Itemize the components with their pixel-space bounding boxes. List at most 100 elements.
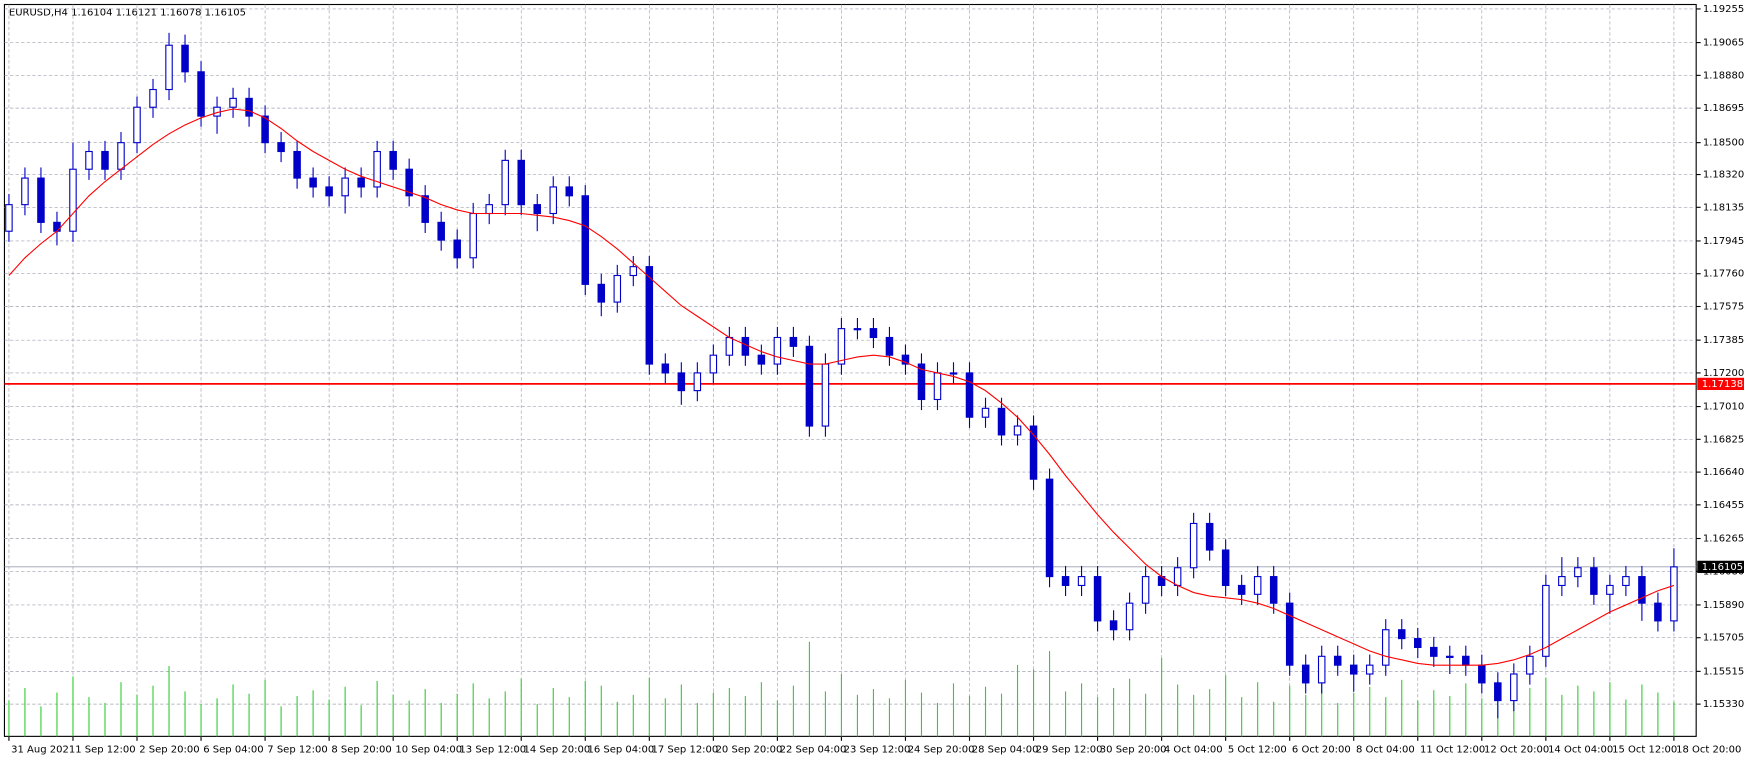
candle-body: [1285, 602, 1294, 666]
x-tick-label: 2 Sep 20:00: [139, 745, 199, 756]
x-tick-label: 13 Sep 12:00: [459, 745, 526, 756]
y-tick-label: 1.15705: [1703, 633, 1744, 644]
candle-body: [1013, 425, 1022, 436]
x-tick-label: 11 Oct 12:00: [1420, 745, 1485, 756]
candle-body: [21, 177, 29, 206]
candle-body: [1141, 576, 1150, 604]
candle-body: [1414, 638, 1422, 649]
candle-body: [453, 239, 461, 259]
candle-body: [997, 407, 1006, 436]
y-tick-label: 1.16640: [1703, 467, 1744, 478]
candle-body: [1237, 584, 1246, 595]
x-tick-label: 10 Sep 04:00: [395, 745, 462, 756]
chart-title: EURUSD,H4 1.16104 1.16121 1.16078 1.1610…: [9, 7, 246, 18]
candle-body: [197, 71, 205, 117]
candle-body: [1029, 425, 1038, 480]
candle-body: [1221, 549, 1230, 587]
candle-body: [741, 336, 750, 356]
candle-body: [181, 44, 189, 73]
y-tick-label: 1.17760: [1703, 269, 1744, 280]
candle-body: [533, 204, 542, 215]
x-tick-label: 14 Oct 04:00: [1548, 745, 1613, 756]
candle-body: [1638, 576, 1646, 604]
y-tick-label: 1.17945: [1703, 236, 1744, 247]
y-tick-label: 1.18320: [1703, 170, 1744, 181]
candle-body: [581, 195, 590, 285]
candle-body: [1590, 567, 1598, 595]
candle-body: [389, 150, 397, 170]
x-tick-label: 12 Oct 20:00: [1484, 745, 1549, 756]
candle-body: [677, 372, 686, 392]
y-tick-label: 1.17385: [1703, 335, 1744, 346]
candle-body: [1333, 655, 1342, 666]
y-tick-label: 1.18135: [1703, 202, 1744, 213]
y-tick-label: 1.16825: [1703, 434, 1744, 445]
candle-body: [837, 328, 846, 365]
candle-body: [629, 266, 638, 277]
candle-body: [789, 336, 798, 347]
y-tick-label: 1.15515: [1703, 666, 1744, 677]
candle-body: [229, 97, 237, 108]
candle-body: [517, 159, 525, 206]
candle-body: [277, 142, 285, 153]
x-tick-label: 6 Sep 04:00: [203, 745, 263, 756]
y-tick-label: 1.17010: [1703, 402, 1744, 413]
candle-body: [885, 336, 894, 356]
candle-body: [1365, 664, 1374, 675]
candle-body: [821, 363, 830, 427]
y-tick-label: 1.16455: [1703, 500, 1744, 511]
candle-body: [597, 283, 606, 303]
candle-body: [501, 159, 509, 206]
candle-body: [1574, 567, 1582, 578]
candle-body: [1093, 576, 1102, 622]
candle-body: [1526, 655, 1534, 675]
candle-body: [693, 372, 702, 392]
candle-body: [1253, 576, 1262, 595]
candle-body: [565, 186, 574, 197]
candle-body: [549, 186, 558, 215]
candle-body: [245, 97, 253, 117]
candle-body: [149, 88, 157, 108]
candle-body: [37, 177, 45, 223]
candle-body: [309, 177, 317, 188]
candle-body: [1670, 566, 1678, 622]
candle-body: [869, 328, 878, 339]
y-tick-label: 1.18500: [1703, 138, 1744, 149]
x-tick-label: 6 Oct 20:00: [1292, 745, 1351, 756]
y-tick-label: 1.15890: [1703, 600, 1744, 611]
y-tick-label: 1.17200: [1703, 368, 1744, 379]
x-tick-label: 7 Sep 12:00: [267, 745, 327, 756]
candle-body: [917, 363, 926, 401]
candle-body: [981, 407, 990, 418]
candle-body: [69, 168, 77, 232]
candle-body: [341, 177, 349, 197]
candle-body: [1494, 682, 1502, 702]
price-label-box: [1697, 560, 1744, 573]
candle-body: [485, 204, 493, 215]
x-tick-label: 15 Oct 12:00: [1612, 745, 1677, 756]
candle-body: [1061, 576, 1070, 587]
candle-body: [1381, 629, 1390, 666]
candle-body: [1558, 576, 1566, 587]
candle-body: [1125, 602, 1134, 631]
y-tick-label: 1.19065: [1703, 38, 1744, 49]
candle-body: [661, 363, 670, 374]
candle-body: [853, 328, 862, 331]
x-tick-label: 30 Sep 20:00: [1100, 745, 1167, 756]
candle-body: [933, 372, 942, 401]
x-tick-label: 24 Sep 20:00: [908, 745, 975, 756]
candle-body: [1173, 567, 1182, 587]
x-tick-label: 5 Oct 12:00: [1228, 745, 1287, 756]
candle-body: [437, 221, 445, 241]
candle-body: [645, 266, 654, 365]
candle-body: [325, 186, 333, 197]
price-label: 1.16105: [1702, 562, 1743, 573]
candle-body: [725, 336, 734, 356]
x-tick-label: 1 Sep 12:00: [75, 745, 135, 756]
candle-body: [1478, 664, 1486, 684]
candle-body: [1317, 655, 1326, 684]
candle-body: [357, 177, 365, 188]
candle-body: [773, 336, 782, 365]
